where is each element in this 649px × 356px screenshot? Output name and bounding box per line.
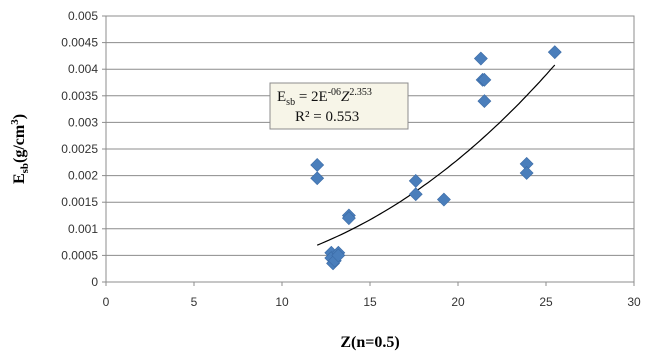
y-axis-ticks: 0 0.0005 0.001 0.0015 0.002 0.0025 0.003 0.0035… (61, 9, 106, 289)
y-tick-label: 0.0045 (61, 36, 98, 50)
power-trendline (316, 64, 556, 246)
equation-label: Esb = 2E-06Z2.353 (277, 87, 372, 108)
y-tick-label: 0.0035 (61, 89, 98, 103)
y-tick-label: 0.004 (68, 62, 98, 76)
y-tick-label: 0.005 (68, 9, 98, 23)
data-points (310, 45, 562, 271)
y-tick-label: 0.002 (68, 169, 98, 183)
data-point-marker (477, 72, 492, 87)
data-point-marker (547, 45, 562, 60)
x-tick-label: 25 (539, 295, 553, 309)
x-tick-label: 30 (627, 295, 641, 309)
data-point-marker (408, 187, 423, 202)
data-point-marker (310, 171, 325, 186)
x-tick-label: 10 (275, 295, 289, 309)
data-point-marker (477, 94, 492, 109)
data-point-marker (436, 192, 451, 207)
x-tick-label: 0 (103, 295, 110, 309)
equation-box: Esb = 2E-06Z2.353 R² = 0.553 (269, 82, 409, 130)
x-axis-ticks: 0 5 10 15 20 25 30 (103, 282, 641, 309)
y-tick-label: 0.003 (68, 115, 98, 129)
x-axis-title: Z(n=0.5) (340, 334, 399, 351)
y-tick-label: 0.0015 (61, 195, 98, 209)
data-point-marker (519, 166, 534, 180)
y-axis-title: Esb(g/cm3) (9, 114, 31, 184)
data-point-marker (331, 248, 346, 263)
y-tick-label: 0.001 (68, 222, 98, 236)
x-tick-label: 20 (451, 295, 465, 309)
data-point-marker (341, 211, 356, 226)
y-tick-label: 0.0025 (61, 142, 98, 156)
y-tick-label: 0 (91, 275, 98, 289)
data-point-marker (473, 51, 488, 66)
x-tick-label: 15 (363, 295, 377, 309)
r-squared-label: R² = 0.553 (295, 109, 359, 125)
x-tick-label: 5 (191, 295, 198, 309)
y-tick-label: 0.0005 (61, 248, 98, 262)
